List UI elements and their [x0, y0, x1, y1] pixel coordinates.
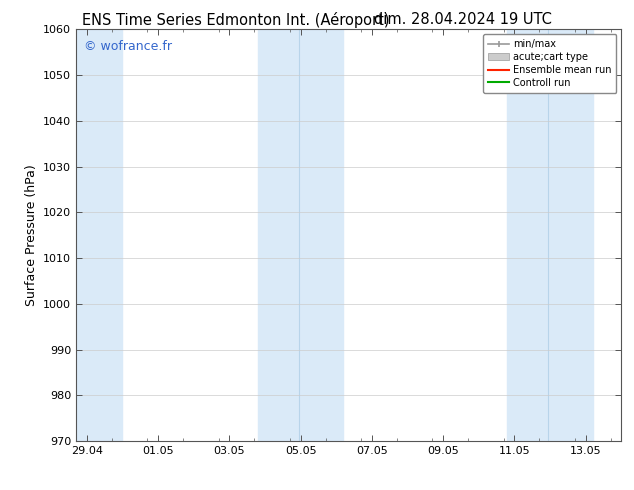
Y-axis label: Surface Pressure (hPa): Surface Pressure (hPa)	[25, 164, 37, 306]
Text: ENS Time Series Edmonton Int. (Aéroport): ENS Time Series Edmonton Int. (Aéroport)	[82, 12, 390, 28]
Legend: min/max, acute;cart type, Ensemble mean run, Controll run: min/max, acute;cart type, Ensemble mean …	[483, 34, 616, 93]
Text: © wofrance.fr: © wofrance.fr	[84, 40, 172, 53]
Bar	[76, 29, 122, 441]
Bar	[507, 29, 593, 441]
Bar	[258, 29, 344, 441]
Text: dim. 28.04.2024 19 UTC: dim. 28.04.2024 19 UTC	[373, 12, 552, 27]
